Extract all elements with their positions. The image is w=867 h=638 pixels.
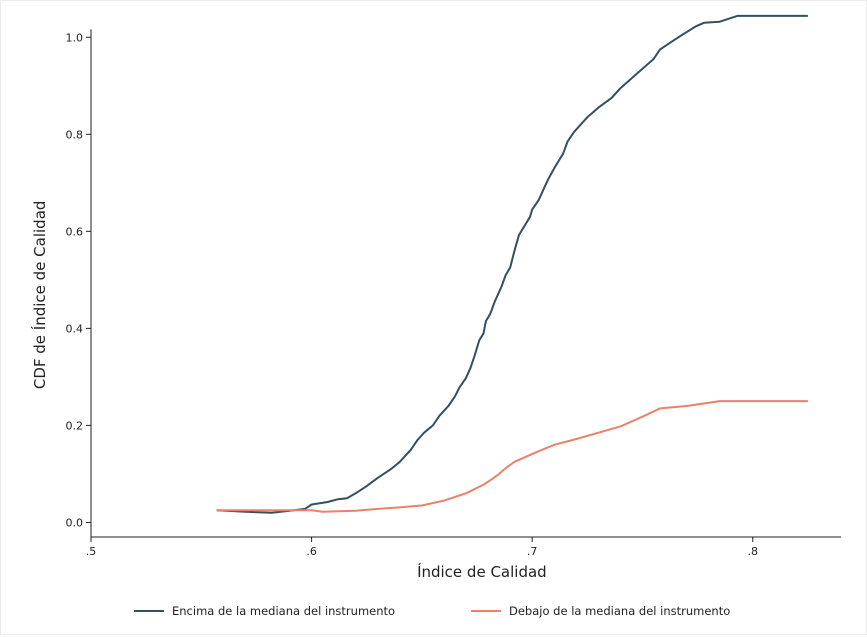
legend: Encima de la mediana del instrumento Deba… bbox=[134, 604, 730, 618]
y-tick-label: 0.0 bbox=[66, 516, 84, 529]
axes: 0.0 0.2 0.4 0.6 0.8 1.0 .5 .6 .7 .8 bbox=[66, 29, 841, 558]
legend-label: Debajo de la mediana del instrumento bbox=[509, 604, 730, 618]
y-tick-label: 1.0 bbox=[66, 31, 84, 44]
x-tick-label: .8 bbox=[748, 545, 759, 558]
series-line-1 bbox=[216, 14, 808, 514]
y-tick-label: 0.4 bbox=[66, 322, 84, 335]
x-tick-label: .5 bbox=[86, 545, 97, 558]
plot-lines bbox=[216, 14, 808, 514]
x-axis-title: Índice de Calidad bbox=[417, 562, 547, 581]
y-tick-label: 0.2 bbox=[66, 419, 84, 432]
y-ticks: 0.0 0.2 0.4 0.6 0.8 1.0 bbox=[66, 31, 91, 529]
legend-label: Encima de la mediana del instrumento bbox=[172, 604, 395, 618]
x-tick-label: .7 bbox=[527, 545, 538, 558]
x-ticks: .5 .6 .7 .8 bbox=[86, 537, 758, 558]
y-axis-title: CDF de Índice de Calidad bbox=[30, 201, 49, 390]
y-tick-label: 0.8 bbox=[66, 128, 84, 141]
y-tick-label: 0.6 bbox=[66, 225, 84, 238]
x-tick-label: .6 bbox=[306, 545, 317, 558]
series-line-2 bbox=[216, 400, 808, 513]
